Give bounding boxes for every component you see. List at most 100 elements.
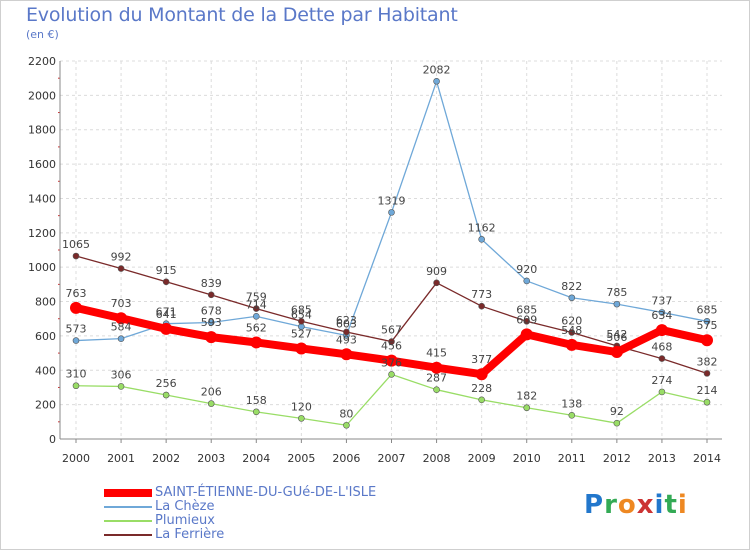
x-tick-label: 2007 [378,452,406,465]
data-point [703,370,711,377]
y-tick-label: 2000 [28,89,56,102]
data-label: 456 [381,340,402,353]
data-label: 376 [381,356,402,369]
data-point [252,305,260,312]
data-label: 593 [201,316,222,329]
data-label: 542 [606,328,627,341]
data-label: 548 [561,324,582,337]
data-point [703,398,711,406]
data-label: 310 [66,368,87,381]
data-point [117,383,125,390]
data-point [388,371,395,378]
data-point [658,355,666,362]
data-point [430,361,443,374]
legend-swatch [104,506,152,508]
data-label: 493 [336,333,357,346]
data-label: 909 [426,265,447,278]
logo-letter: o [617,490,637,520]
x-tick-label: 2002 [152,452,180,465]
data-label: 678 [201,305,222,318]
data-label: 654 [291,309,312,322]
x-tick-label: 2008 [423,452,451,465]
data-point [117,265,125,272]
data-point [610,346,623,359]
data-label: 506 [606,331,627,344]
y-tick-label: 1200 [28,227,56,240]
data-label: 685 [516,303,537,316]
data-point [162,391,170,399]
data-label: 915 [156,264,177,277]
logo-letter: i [654,490,665,520]
data-label: 287 [426,372,447,385]
data-label: 785 [606,286,627,299]
y-tick-label: 200 [35,399,56,412]
logo-letter: x [636,490,655,520]
data-point [475,368,488,381]
chart-subtitle: (en €) [26,28,59,41]
data-point [298,415,305,422]
data-label: 206 [201,386,222,399]
data-label: 1065 [62,238,90,251]
data-point [568,329,576,336]
data-label: 714 [246,298,267,311]
data-point [613,300,621,308]
data-point [117,335,125,342]
data-point [658,388,666,396]
data-label: 377 [471,353,492,366]
data-label: 737 [651,294,672,307]
data-point [568,411,576,419]
data-label: 567 [381,324,402,337]
legend-label: La Chèze [155,499,215,514]
data-point [385,354,398,367]
data-label: 609 [516,313,537,326]
data-point [703,318,711,325]
data-label: 573 [66,323,87,336]
data-point [72,252,80,260]
data-point [433,77,440,85]
data-label: 468 [651,341,672,354]
legend-label: SAINT-ÉTIENNE-DU-GUé-DE-L'ISLE [155,485,377,500]
data-label: 822 [561,280,582,293]
data-point [568,294,576,302]
legend-label: La Ferrière [155,527,225,542]
x-tick-label: 2003 [197,452,225,465]
logo-letter: i [677,490,688,520]
data-label: 214 [697,384,718,397]
chart-title: Evolution du Montant de la Dette par Hab… [26,4,458,26]
data-point [295,342,308,355]
logo-letter: t [664,490,678,520]
data-label: 634 [651,309,672,322]
data-point [565,338,578,351]
data-point [523,277,531,285]
y-tick-label: 1600 [28,158,56,171]
data-point [207,400,215,407]
data-point [478,302,485,310]
data-label: 623 [336,314,357,327]
data-label: 382 [697,355,718,368]
x-tick-label: 2001 [107,452,135,465]
data-point [523,318,531,325]
legend-swatch [104,520,152,522]
data-point [207,291,215,299]
legend-swatch [104,534,152,536]
x-tick-label: 2013 [648,452,676,465]
data-point [250,336,263,349]
data-point [613,419,621,427]
data-label: 759 [246,291,267,304]
y-tick-label: 1400 [28,192,56,205]
x-tick-label: 2006 [332,452,360,465]
legend-swatch [104,489,152,497]
data-label: 182 [516,390,537,403]
data-point [115,312,128,325]
data-label: 138 [561,397,582,410]
x-tick-label: 2014 [693,452,721,465]
data-label: 120 [291,400,312,413]
data-point [343,421,350,429]
data-point [658,309,666,316]
data-point [298,318,305,325]
y-tick-label: 600 [35,330,56,343]
y-tick-label: 0 [49,433,56,446]
data-label: 80 [339,407,353,420]
x-tick-label: 2009 [468,452,496,465]
